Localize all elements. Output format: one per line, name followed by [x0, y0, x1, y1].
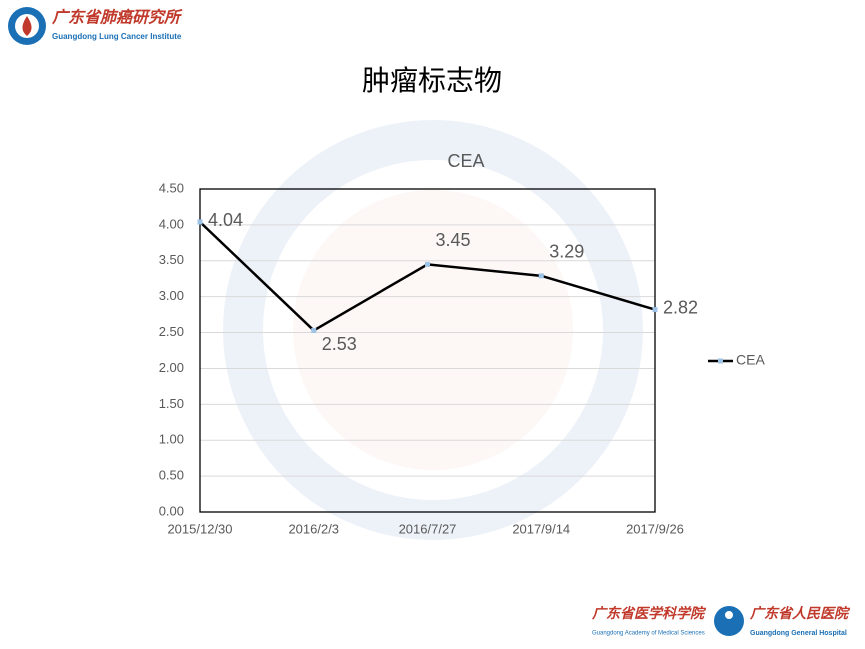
data-label: 2.53	[322, 334, 357, 354]
x-tick-label: 2016/7/27	[399, 521, 457, 536]
watermark	[223, 120, 643, 540]
plot-frame	[199, 188, 656, 513]
data-point	[538, 273, 544, 279]
legend-marker	[718, 358, 723, 364]
y-tick-label: 0.50	[159, 468, 184, 483]
logo-cn: 广东省肺癌研究所	[51, 8, 183, 27]
data-label: 4.04	[208, 210, 243, 230]
footer-left-cn: 广东省医学科学院	[591, 605, 707, 622]
x-tick-label: 2017/9/26	[626, 521, 684, 536]
chart-title: CEA	[447, 151, 484, 171]
logo-en: Guangdong Lung Cancer Institute	[52, 32, 182, 41]
data-point	[197, 219, 203, 225]
logo-drop	[22, 16, 32, 36]
x-tick-label: 2015/12/30	[167, 521, 232, 536]
y-tick-label: 2.50	[159, 324, 184, 339]
footer-right-en: Guangdong General Hospital	[750, 630, 847, 637]
y-tick-label: 1.50	[159, 396, 184, 411]
data-point	[652, 307, 658, 313]
y-tick-label: 4.50	[159, 180, 184, 195]
x-tick-label: 2017/9/14	[512, 521, 570, 536]
footer-logo-head	[725, 611, 733, 619]
slide-title: 肿瘤标志物	[362, 64, 502, 97]
footer-right-cn: 广东省人民医院	[749, 605, 851, 622]
y-tick-label: 0.00	[159, 503, 184, 518]
watermark-inner	[293, 190, 573, 470]
y-tick-label: 4.00	[159, 216, 184, 231]
y-tick-label: 1.00	[159, 432, 184, 447]
data-label: 3.29	[549, 242, 584, 262]
y-tick-label: 3.00	[159, 288, 184, 303]
footer-logo	[714, 606, 744, 636]
y-tick-label: 3.50	[159, 252, 184, 267]
legend-label: CEA	[736, 352, 765, 368]
data-point	[425, 261, 430, 267]
data-label: 2.82	[663, 297, 698, 317]
y-tick-label: 2.00	[159, 360, 184, 375]
data-point	[311, 327, 317, 333]
data-label: 3.45	[436, 230, 471, 250]
footer-left-en: Guangdong Academy of Medical Sciences	[592, 631, 705, 637]
x-tick-label: 2016/2/3	[288, 521, 339, 536]
